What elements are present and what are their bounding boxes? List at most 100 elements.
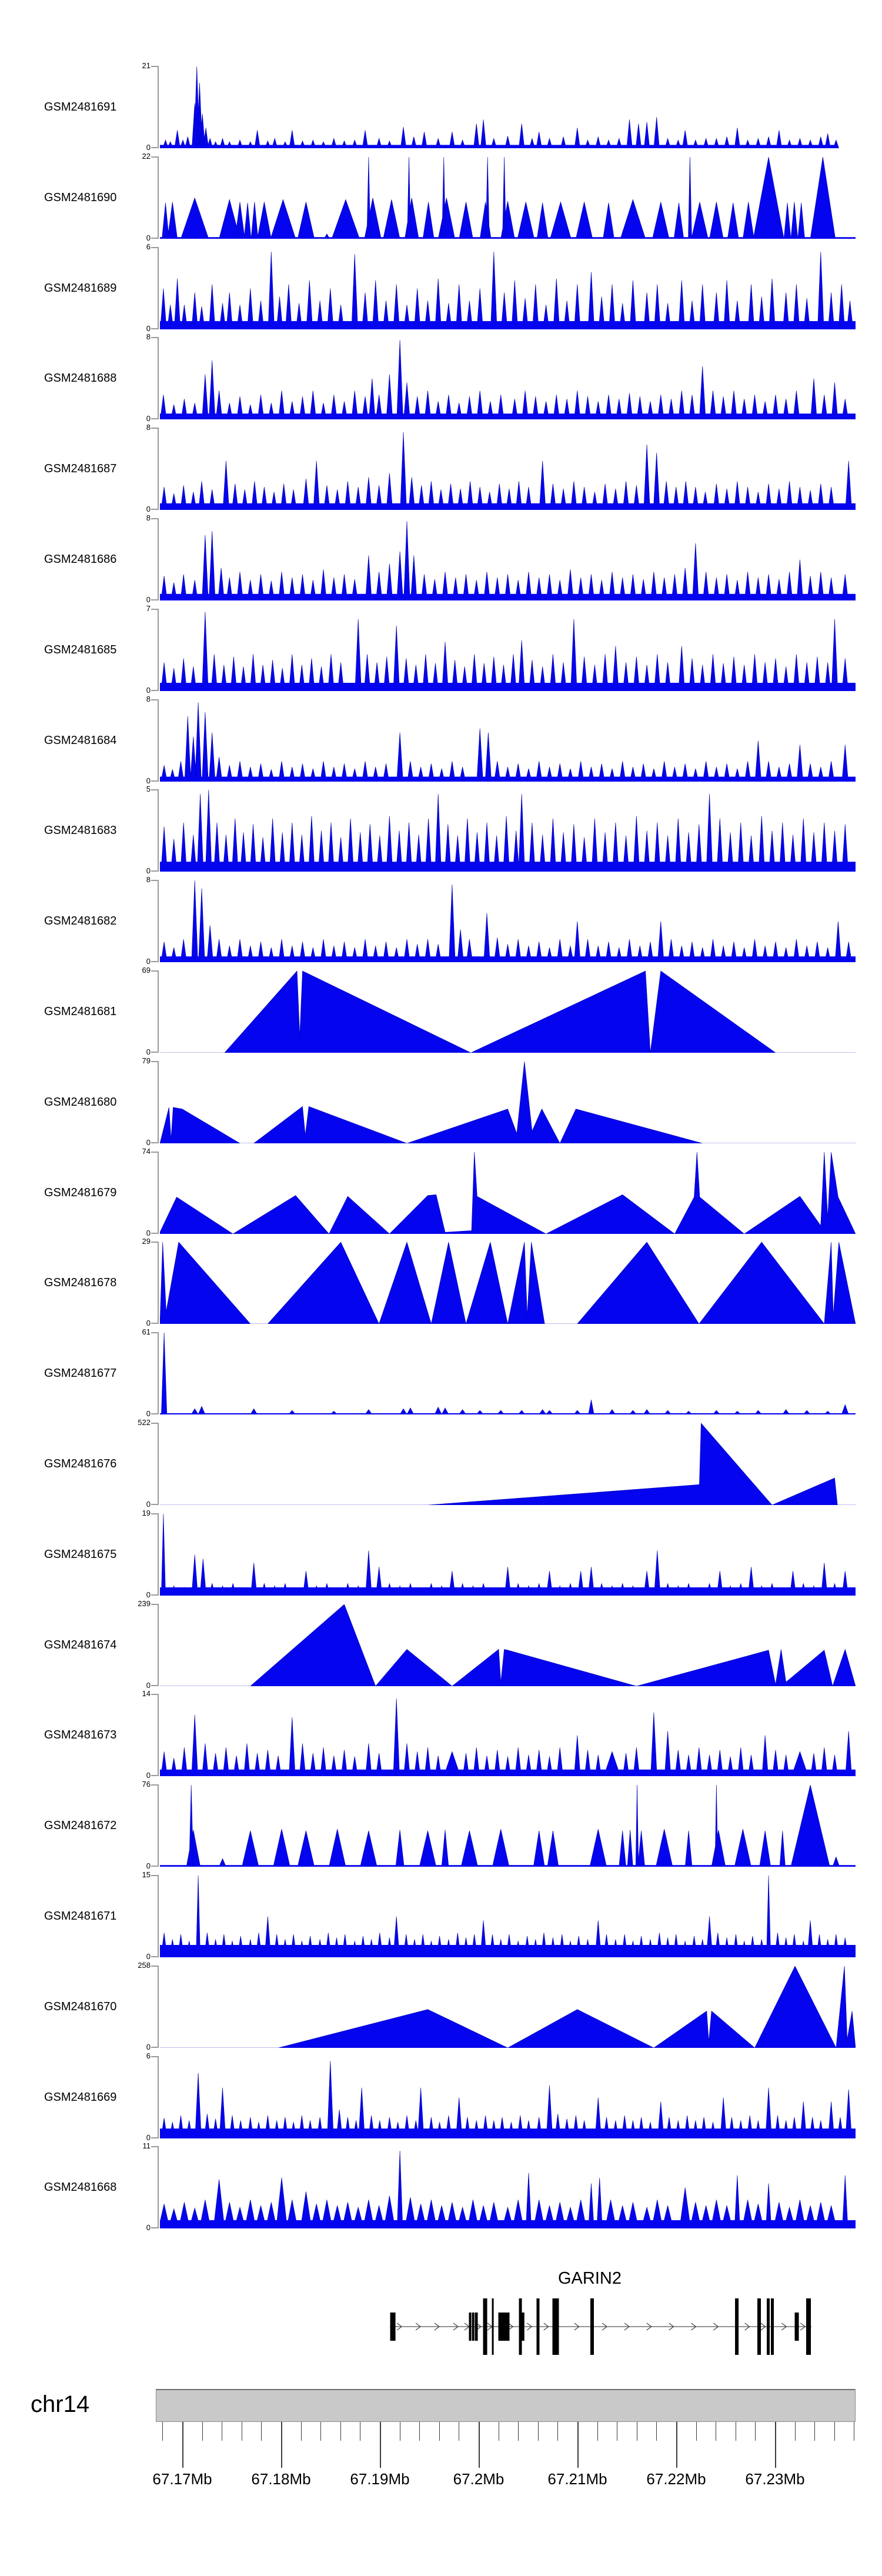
y-axis-max-label: 29: [142, 1237, 151, 1246]
axis-minor-tick: [794, 2422, 796, 2441]
signal-area: [160, 251, 856, 329]
exon-box: [536, 2298, 540, 2355]
y-axis-max-label: 8: [146, 423, 151, 432]
exon-box: [469, 2313, 472, 2341]
y-axis-tick: [151, 428, 158, 429]
y-axis-tick: [151, 418, 158, 420]
y-axis-zero-label: 0: [146, 2133, 151, 2142]
axis-major-tick: [182, 2422, 183, 2468]
y-axis-tick: [151, 156, 158, 158]
y-axis-tick: [151, 961, 158, 963]
signal-plot: [160, 970, 856, 1053]
signal-plot: [160, 702, 856, 782]
strand-arrow-icon: [691, 2323, 697, 2331]
y-axis-max-label: 11: [142, 2141, 151, 2151]
strand-arrow-icon: [574, 2323, 580, 2331]
y-axis-zero-label: 0: [146, 1500, 151, 1509]
y-axis-spine: [158, 1875, 159, 1957]
y-axis-zero-label: 0: [146, 1952, 151, 1961]
y-axis-max-label: 79: [142, 1056, 151, 1065]
exon-box: [483, 2298, 487, 2355]
axis-minor-tick: [202, 2422, 203, 2441]
signal-area: [160, 340, 856, 420]
signal-baseline: [160, 236, 856, 239]
axis-minor-tick: [419, 2422, 420, 2441]
y-axis-tick: [151, 1151, 158, 1153]
strand-arrow-icon: [508, 2323, 514, 2331]
y-axis-max-label: 69: [142, 966, 151, 975]
signal-baseline: [160, 2220, 856, 2229]
y-axis-tick: [151, 1413, 158, 1415]
strand-arrow-icon: [415, 2323, 422, 2331]
y-axis-max-label: 22: [142, 151, 151, 161]
strand-arrow-icon: [646, 2323, 652, 2331]
signal-area: [160, 1242, 856, 1324]
y-axis-spine: [158, 880, 159, 963]
y-axis-spine: [158, 1423, 159, 1505]
strand-arrow-icon: [760, 2323, 766, 2331]
y-axis-tick: [151, 1142, 158, 1143]
signal-baseline: [160, 145, 838, 148]
signal-plot: [160, 156, 856, 239]
signal-area: [160, 880, 856, 963]
y-axis-tick: [151, 1866, 158, 1867]
signal-area: [160, 1333, 856, 1415]
y-axis-tick: [151, 2227, 158, 2229]
strand-arrow-icon: [453, 2323, 459, 2331]
track-label: GSM2481671: [44, 1910, 117, 1923]
y-axis-spine: [158, 428, 159, 510]
signal-baseline: [160, 776, 856, 782]
y-axis-tick: [151, 1060, 158, 1062]
track-label: GSM2481687: [44, 462, 117, 476]
exon-box: [552, 2298, 559, 2355]
y-axis-zero-label: 0: [146, 414, 151, 423]
y-axis-spine: [158, 789, 159, 872]
signal-baseline: [160, 1770, 856, 1777]
y-axis-tick: [151, 2137, 158, 2138]
axis-major-tick: [479, 2422, 480, 2468]
gene-name-label: GARIN2: [558, 2269, 622, 2288]
y-axis-max-label: 19: [142, 1508, 151, 1517]
y-axis-tick: [151, 699, 158, 700]
signal-plot: [160, 880, 856, 963]
track-label: GSM2481679: [44, 1186, 117, 1199]
axis-minor-tick: [755, 2422, 756, 2441]
track-label: GSM2481690: [44, 191, 117, 204]
y-axis-zero-label: 0: [146, 2223, 151, 2233]
axis-tick-label: 67.2Mb: [453, 2470, 505, 2488]
signal-baseline: [160, 503, 856, 510]
axis-minor-tick: [656, 2422, 657, 2441]
exon-box: [590, 2298, 594, 2355]
signal-plot: [160, 1513, 856, 1596]
signal-plot: [160, 1152, 856, 1234]
signal-area: [160, 1699, 856, 1777]
exon-box: [794, 2313, 799, 2341]
exon-box: [390, 2313, 396, 2341]
y-axis-tick: [151, 870, 158, 872]
signal-baseline: [160, 1945, 856, 1957]
signal-plot: [160, 1242, 856, 1324]
signal-plot: [160, 1875, 856, 1957]
y-axis-spine: [158, 1242, 159, 1324]
track-label: GSM2481685: [44, 643, 117, 656]
y-axis-zero-label: 0: [146, 233, 151, 242]
signal-plot: [160, 1061, 856, 1143]
signal-baseline: [160, 1413, 856, 1415]
y-axis-tick: [151, 2046, 158, 2048]
signal-baseline: [160, 413, 856, 420]
y-axis-tick: [151, 1965, 158, 1967]
axis-minor-tick: [696, 2422, 697, 2441]
axis-minor-tick: [320, 2422, 322, 2441]
signal-plot: [160, 521, 856, 600]
chromosome-label: chr14: [31, 2391, 90, 2417]
y-axis-tick: [151, 1232, 158, 1234]
exon-box: [806, 2298, 811, 2355]
y-axis-spine: [158, 608, 159, 691]
y-axis-tick: [151, 1052, 158, 1053]
y-axis-tick: [151, 608, 158, 610]
axis-tick-label: 67.23Mb: [745, 2470, 805, 2488]
signal-area: [160, 1423, 856, 1505]
y-axis-spine: [158, 1060, 159, 1143]
y-axis-max-label: 76: [142, 1780, 151, 1789]
y-axis-tick: [151, 509, 158, 510]
